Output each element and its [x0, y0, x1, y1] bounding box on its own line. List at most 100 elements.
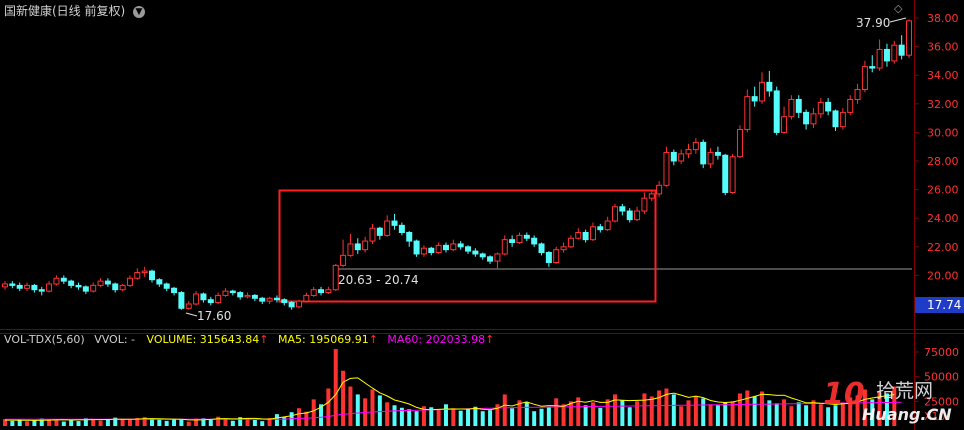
candle-body [259, 297, 266, 302]
candle-body [325, 289, 332, 294]
volume-indicator-name[interactable]: VOL-TDX(5,60) [4, 333, 85, 346]
low-marker-arrow [185, 312, 198, 317]
candle-body [406, 232, 413, 242]
candle-body [560, 246, 567, 251]
candle-body [185, 303, 192, 309]
candle-body [670, 151, 677, 162]
volume-bar [767, 400, 772, 426]
volume-bar [546, 407, 551, 426]
chart-title: 国新健康(日线 前复权) [4, 4, 126, 18]
volume-bar [613, 394, 618, 426]
diamond-icon[interactable]: ◇ [894, 2, 903, 15]
volume-bar [502, 394, 507, 426]
low-label: 17.60 [197, 309, 231, 323]
volume-bar [796, 402, 801, 426]
candle-body [781, 116, 788, 133]
candle-body [420, 247, 427, 255]
volume-bar [855, 395, 860, 426]
candle-body [178, 292, 185, 309]
candle-body [97, 280, 104, 286]
candle-body [795, 99, 802, 113]
volume-bar [473, 406, 478, 426]
candle-body [369, 227, 376, 242]
volume-bar [54, 420, 59, 426]
candle-body [854, 89, 861, 101]
last-price-tag [915, 297, 964, 313]
volume-bar [25, 421, 30, 426]
volume-bar [142, 417, 147, 426]
volume-bar [429, 407, 434, 426]
volume-bar [679, 406, 684, 426]
candle-body [817, 101, 824, 115]
candle-body [398, 224, 405, 234]
volume-bar [605, 399, 610, 426]
candle-body [457, 243, 464, 248]
candle-body [229, 290, 236, 294]
ma60-arrow-icon: ↑ [485, 333, 495, 346]
candle-body [685, 149, 692, 155]
candle-body [134, 272, 141, 279]
volume-bar [105, 419, 110, 426]
volume-bar [296, 408, 301, 426]
volume-bar [399, 407, 404, 426]
candle-body [648, 193, 655, 199]
candle-body [736, 129, 743, 158]
candle-body [876, 48, 883, 69]
candle-body [295, 300, 302, 308]
price-tick-label: 30.00 [927, 126, 959, 139]
volume-bar [208, 419, 213, 426]
candle-body [207, 299, 214, 304]
candle-body [472, 250, 479, 255]
ma5-arrow-icon: ↑ [368, 333, 378, 346]
candle-body [428, 247, 435, 254]
candle-body [75, 284, 82, 288]
candle-body [288, 302, 295, 308]
volume-bar [818, 404, 823, 426]
volume-bar [414, 411, 419, 426]
candle-body [46, 283, 53, 292]
candle-body [60, 277, 67, 282]
candle-body [354, 243, 361, 251]
candle-body [487, 256, 494, 262]
volume-bar [745, 390, 750, 426]
candle-body [832, 110, 839, 128]
volume-bar [708, 404, 713, 426]
volume-bar [554, 398, 559, 426]
candle-body [193, 293, 200, 305]
volume-bar [377, 395, 382, 426]
volume-bar [39, 418, 44, 426]
candle-body [656, 184, 663, 195]
volume-bar [826, 407, 831, 426]
volume-bar [480, 411, 485, 426]
candle-body [663, 151, 670, 186]
candle-body [567, 237, 574, 248]
volume-bar [892, 386, 897, 426]
chevron-down-icon[interactable]: ▼ [133, 6, 146, 18]
volume-bar [98, 420, 103, 426]
price-tick-label: 28.00 [927, 155, 959, 168]
volume-bar [201, 418, 206, 426]
candle-body [891, 44, 898, 62]
volume-bar [488, 410, 493, 426]
volume-bar [495, 404, 500, 426]
volume-bar [311, 399, 316, 426]
volume-bar [355, 394, 360, 426]
volume-bar [635, 401, 640, 426]
candle-body [509, 239, 516, 244]
candle-body [553, 249, 560, 264]
price-tick-label: 32.00 [927, 98, 959, 111]
candle-body [68, 280, 75, 286]
volume-bar [120, 419, 125, 426]
candle-body [2, 283, 8, 288]
candle-body [156, 279, 163, 285]
candle-body [575, 232, 582, 239]
volume-bar [583, 405, 588, 426]
candle-body [582, 232, 589, 241]
candle-body [362, 240, 369, 251]
price-tick-label: 36.00 [927, 41, 959, 54]
volume-bar [848, 397, 853, 426]
candle-body [273, 297, 280, 301]
volume-bar [642, 393, 647, 426]
volume-bar [715, 405, 720, 426]
volume-bar [561, 404, 566, 426]
